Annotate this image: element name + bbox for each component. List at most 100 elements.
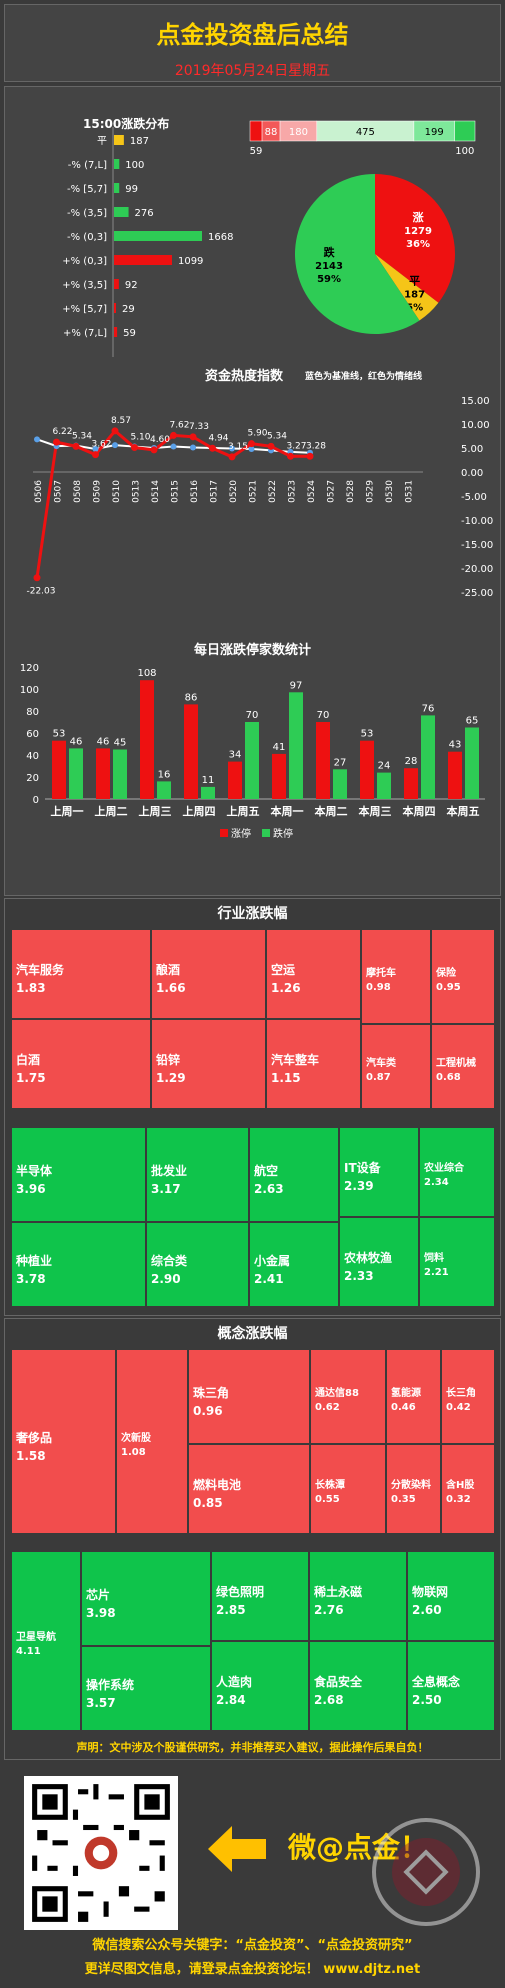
dist-value: 29 — [122, 304, 135, 315]
bar-value-label: 11 — [202, 775, 215, 786]
pie-label: 平 — [409, 274, 420, 287]
treemap-tile-value: 2.63 — [254, 1181, 284, 1196]
dist-value: 187 — [130, 136, 149, 147]
bar — [52, 740, 66, 799]
treemap-tile: 批发业 3.17 — [146, 1127, 249, 1222]
treemap-tile: 芯片 3.98 — [81, 1551, 211, 1646]
dist-bar — [114, 135, 124, 145]
bar-chart-title: 每日涨跌停家数统计 — [193, 643, 311, 658]
dist-value: 1668 — [208, 232, 233, 243]
treemap-tile: 次新股 1.08 — [116, 1349, 188, 1534]
treemap-tile: 铅锌 1.29 — [151, 1019, 266, 1109]
bar — [421, 715, 435, 799]
heat-sentiment-point — [170, 431, 177, 439]
heat-sentiment-point — [92, 451, 99, 459]
bar-category-label: 上周二 — [95, 804, 128, 818]
treemap-tile: 物联网 2.60 — [407, 1551, 495, 1641]
heat-xtick: 0515 — [171, 480, 181, 503]
treemap-tile-name: 芯片 — [86, 1587, 111, 1602]
bar — [465, 727, 479, 799]
legend-swatch — [262, 829, 270, 837]
heat-xtick: 0520 — [229, 480, 239, 503]
treemap-tile-name: 白酒 — [16, 1053, 41, 1067]
treemap-tile-value: 2.90 — [151, 1271, 181, 1286]
treemap-tile-value: 2.68 — [314, 1693, 344, 1707]
treemap-tile-value: 0.62 — [315, 1401, 340, 1413]
bar-ytick: 0 — [33, 795, 39, 806]
treemap-tile-value: 2.33 — [344, 1269, 374, 1283]
bar-value-label: 86 — [185, 692, 198, 703]
heat-value-label: 3.62 — [91, 440, 111, 450]
bar-category-label: 本周三 — [359, 804, 392, 818]
treemap-tile: 白酒 1.75 — [11, 1019, 151, 1109]
legend-label: 涨停 — [231, 827, 251, 840]
stack-label: 59 — [250, 146, 263, 157]
dist-bar — [114, 255, 172, 265]
bar-ytick: 40 — [26, 751, 39, 762]
treemap-tile-name: 铅锌 — [156, 1053, 181, 1067]
distribution-pie-chart: 涨 1279 36% 平 187 5% 跌 2143 59% — [295, 174, 455, 334]
treemap-tile-name: 全息概念 — [412, 1675, 461, 1689]
treemap-tile-name: 长株潭 — [315, 1480, 345, 1491]
bar-value-label: 70 — [246, 710, 259, 721]
bar-value-label: 34 — [229, 750, 242, 761]
heat-sentiment-point — [111, 427, 119, 435]
heat-xtick: 0524 — [307, 480, 317, 503]
treemap-tile-name: 农业综合 — [424, 1163, 464, 1174]
treemap-tile-value: 2.34 — [424, 1177, 449, 1188]
bar-value-label: 53 — [53, 729, 66, 740]
treemap-tile-value: 2.85 — [216, 1603, 246, 1617]
treemap-tile-value: 0.85 — [193, 1496, 223, 1510]
treemap-tile: 农业综合 2.34 — [419, 1127, 495, 1217]
treemap-tile-name: 汽车服务 — [16, 963, 65, 977]
heat-ytick: -20.00 — [461, 564, 493, 575]
treemap-tile: 汽车服务 1.83 — [11, 929, 151, 1019]
heat-xtick: 0514 — [151, 480, 161, 503]
treemap-tile-value: 0.42 — [446, 1401, 471, 1413]
heat-base-point — [92, 445, 99, 452]
treemap-tile: 空运 1.26 — [266, 929, 361, 1019]
stack-label: 88 — [265, 127, 278, 138]
industry-panel: 行业涨跌幅 汽车服务 1.83 白酒 1.75 酿酒 1.66 铅锌 1.29 空运 1.26 汽车… — [4, 898, 501, 1316]
treemap-tile-value: 2.50 — [412, 1693, 442, 1707]
heat-sentiment-point — [33, 574, 41, 582]
treemap-tile-name: 卫星导航 — [16, 1632, 56, 1643]
treemap-tile-name: 燃料电池 — [193, 1478, 242, 1492]
treemap-tile-value: 1.83 — [16, 981, 46, 995]
dist-value: 276 — [135, 208, 154, 219]
treemap-tile: IT设备 2.39 — [339, 1127, 419, 1217]
treemap-tile-value: 0.96 — [193, 1403, 223, 1418]
heat-value-label: 7.62 — [169, 420, 189, 430]
dist-label: -% (7,L] — [68, 160, 107, 171]
pie-label: 跌 — [324, 245, 336, 259]
bar — [113, 749, 127, 799]
treemap-tile: 操作系统 3.57 — [81, 1646, 211, 1731]
heat-sentiment-point — [228, 453, 236, 461]
bar-value-label: 41 — [273, 742, 286, 753]
dist-value: 99 — [125, 184, 138, 195]
heat-sentiment-point — [287, 452, 294, 460]
heat-value-label: 3.28 — [306, 441, 326, 451]
heat-sentiment-line — [35, 428, 311, 578]
treemap-tile-value: 0.95 — [436, 981, 461, 993]
bar-value-label: 97 — [290, 680, 303, 691]
treemap-tile-value: 1.66 — [156, 981, 186, 995]
treemap-tile: 稀土永磁 2.76 — [309, 1551, 407, 1641]
heat-xtick: 0507 — [54, 480, 64, 503]
treemap-tile: 通达信88 0.62 — [310, 1349, 386, 1444]
treemap-tile-name: 摩托车 — [366, 967, 396, 979]
dist-value: 100 — [125, 160, 144, 171]
heat-base-point — [248, 445, 255, 452]
treemap-tile-value: 1.58 — [16, 1448, 46, 1463]
heat-xtick: 0527 — [327, 480, 337, 503]
treemap-tile: 摩托车 0.98 — [361, 929, 431, 1024]
treemap-tile-value: 0.32 — [446, 1494, 471, 1505]
page-title: 点金投资盘后总结 — [156, 21, 349, 49]
heat-xtick: 0510 — [112, 480, 122, 503]
heat-value-label: 4.94 — [208, 433, 228, 443]
treemap-tile-name: 工程机械 — [436, 1057, 476, 1069]
bar-value-label: 65 — [466, 716, 479, 727]
heat-xtick: 0530 — [385, 480, 395, 503]
treemap-tile-name: 人造肉 — [216, 1675, 253, 1689]
treemap-tile: 小金属 2.41 — [249, 1222, 339, 1307]
